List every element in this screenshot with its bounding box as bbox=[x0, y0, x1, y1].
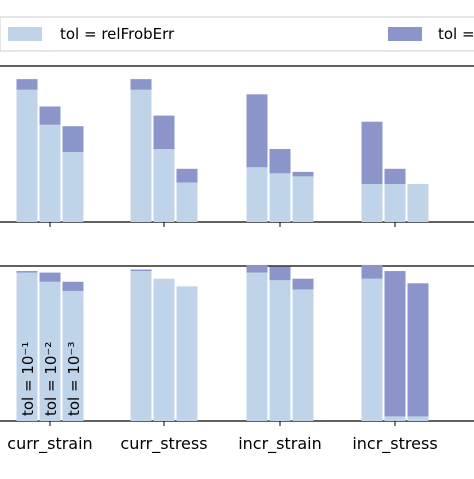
top-bar-curr_stress-3-light bbox=[176, 182, 198, 222]
bottom-bar-incr_strain-2-dark bbox=[269, 266, 291, 281]
bar-annotation-1: tol = 10⁻¹ bbox=[19, 342, 37, 416]
top-bar-incr_stress-3-light bbox=[407, 184, 429, 222]
x-tick-label-curr_stress: curr_stress bbox=[120, 434, 207, 454]
legend-label-dark: tol = bbox=[438, 25, 474, 43]
bar-annotation-2: tol = 10⁻² bbox=[42, 342, 60, 416]
top-bar-curr_strain-3-light bbox=[62, 152, 84, 222]
bottom-bar-curr_stress-1-light bbox=[130, 271, 152, 421]
top-bar-incr_stress-2-light bbox=[384, 184, 406, 222]
top-bar-curr_stress-1-dark bbox=[130, 79, 152, 90]
bottom-bar-curr_strain-2-dark bbox=[39, 272, 61, 282]
bottom-bar-incr_strain-1-light bbox=[246, 272, 268, 421]
legend-label-light: tol = relFrobErr bbox=[60, 25, 175, 43]
bottom-bar-curr_strain-2-light bbox=[39, 281, 61, 421]
top-bar-curr_strain-2-light bbox=[39, 124, 61, 222]
legend: tol = relFrobErr tol = bbox=[0, 16, 474, 52]
legend-swatch-light bbox=[8, 27, 42, 41]
bottom-bar-incr_strain-3-dark bbox=[292, 278, 314, 290]
top-bar-incr_strain-2-dark bbox=[269, 149, 291, 174]
legend-swatch-dark bbox=[388, 27, 422, 41]
top-bar-incr_strain-2-light bbox=[269, 173, 291, 222]
x-tick-label-incr_strain: incr_strain bbox=[238, 434, 322, 454]
bottom-panel-ticks: curr_strain curr_stress incr_strain incr_st… bbox=[7, 421, 438, 454]
top-panel-bars bbox=[16, 79, 429, 222]
top-bar-curr_strain-1-light bbox=[16, 89, 38, 222]
bar-annotations: tol = 10⁻¹ tol = 10⁻² tol = 10⁻³ bbox=[19, 342, 83, 416]
bottom-bar-incr_strain-2-light bbox=[269, 280, 291, 421]
top-bar-incr_stress-1-dark bbox=[361, 121, 383, 184]
bottom-bar-incr_strain-3-light bbox=[292, 289, 314, 421]
top-bar-incr_strain-1-dark bbox=[246, 94, 268, 168]
top-bar-curr_stress-1-light bbox=[130, 89, 152, 222]
bottom-panel: curr_strain curr_stress incr_strain incr_st… bbox=[0, 264, 474, 454]
bar-annotation-3: tol = 10⁻³ bbox=[65, 342, 83, 416]
top-panel bbox=[0, 65, 474, 227]
bottom-bar-curr_strain-3-light bbox=[62, 290, 84, 421]
top-bar-incr_strain-3-light bbox=[292, 176, 314, 222]
top-bar-curr_stress-2-dark bbox=[153, 115, 175, 150]
bottom-panel-bars bbox=[16, 264, 429, 421]
bottom-bar-incr_stress-1-light bbox=[361, 278, 383, 421]
bottom-bar-incr_stress-2-dark bbox=[384, 271, 406, 417]
top-panel-ticks bbox=[49, 222, 396, 227]
top-bar-curr_stress-3-dark bbox=[176, 168, 198, 183]
bottom-bar-incr_strain-1-dark bbox=[246, 264, 268, 273]
top-bar-curr_stress-2-light bbox=[153, 149, 175, 222]
bottom-bar-incr_stress-3-light bbox=[407, 416, 429, 421]
top-bar-incr_stress-2-dark bbox=[384, 168, 406, 184]
top-bar-incr_stress-1-light bbox=[361, 184, 383, 222]
bottom-bar-curr_stress-3-light bbox=[176, 286, 198, 421]
bottom-bar-curr_stress-1-dark bbox=[130, 269, 152, 272]
x-tick-label-incr_stress: incr_stress bbox=[352, 434, 437, 454]
top-bar-incr_strain-1-light bbox=[246, 167, 268, 222]
x-tick-label-curr_strain: curr_strain bbox=[7, 434, 92, 454]
bottom-bar-curr_stress-2-light bbox=[153, 278, 175, 421]
bottom-bar-curr_strain-1-light bbox=[16, 272, 38, 421]
bottom-bar-incr_stress-2-light bbox=[384, 416, 406, 421]
top-bar-curr_strain-3-dark bbox=[62, 126, 84, 153]
bottom-bar-curr_strain-1-dark bbox=[16, 271, 38, 273]
bottom-bar-curr_strain-3-dark bbox=[62, 281, 84, 291]
bottom-bar-incr_stress-1-dark bbox=[361, 264, 383, 279]
top-bar-curr_strain-1-dark bbox=[16, 79, 38, 90]
bottom-bar-incr_stress-3-dark bbox=[407, 283, 429, 417]
top-bar-incr_strain-3-dark bbox=[292, 171, 314, 177]
top-bar-curr_strain-2-dark bbox=[39, 106, 61, 125]
